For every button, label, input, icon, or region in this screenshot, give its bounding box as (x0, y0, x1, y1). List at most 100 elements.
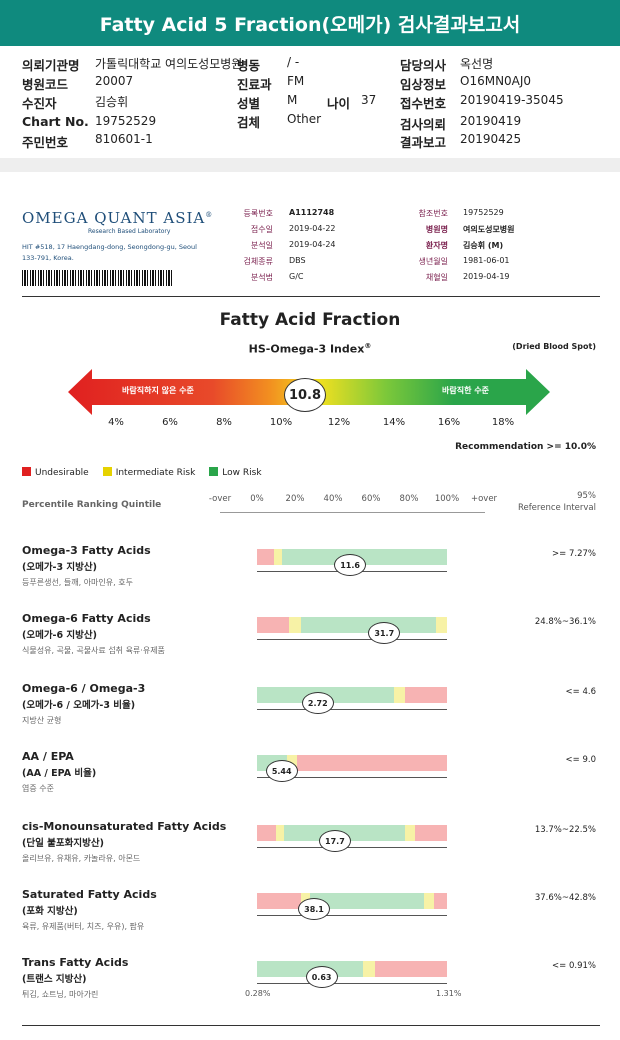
meta-label: 분석법 (250, 273, 273, 282)
legend-item: Low Risk (209, 467, 262, 478)
row-axis-line (257, 639, 447, 640)
row-axis-line (257, 983, 447, 984)
row-reference: <= 4.6 (565, 687, 596, 697)
info-value: FM (287, 74, 305, 88)
info-value: 810601-1 (95, 132, 153, 146)
header-divider (22, 296, 600, 297)
axis-line (220, 512, 485, 513)
range-segment-green (310, 893, 425, 909)
range-segment-red (414, 825, 447, 841)
axis-label: +over (470, 494, 498, 504)
meta-value: 2019-04-22 (289, 224, 336, 233)
info-label: 결과보고 (400, 135, 447, 150)
range-segment-red (257, 825, 276, 841)
row-subtitle: (트랜스 지방산) (22, 974, 87, 985)
meta-label: 참조번호 (418, 209, 448, 218)
legend-label: Undesirable (35, 468, 89, 478)
row-range-bar (257, 549, 447, 565)
range-segment-yellow (424, 893, 434, 909)
row-description: 올리브유, 유채유, 카놀라유, 아몬드 (22, 854, 141, 863)
row-axis-line (257, 847, 447, 848)
range-segment-red (257, 893, 301, 909)
row-name: AA / EPA (22, 750, 74, 763)
row-axis-line (257, 777, 447, 778)
info-value: 옥선명 (460, 57, 494, 71)
legend-swatch-red (22, 467, 31, 476)
lab-name: OMEGA QUANT ASIA (22, 209, 206, 227)
meta-label: 병원명 (425, 225, 448, 234)
axis-label: 20% (285, 494, 305, 504)
row-value-marker: 2.72 (301, 692, 334, 714)
row-subtitle: (포화 지방산) (22, 906, 78, 917)
scale-tick-label: 8% (216, 417, 232, 428)
lab-subtitle: Research Based Laboratory (88, 228, 171, 235)
info-value: O16MN0AJ0 (460, 74, 532, 88)
row-reference: 13.7%~22.5% (534, 825, 596, 835)
row-name: Omega-6 Fatty Acids (22, 612, 151, 625)
legend-swatch-green (209, 467, 219, 476)
row-value-marker: 0.63 (305, 966, 338, 988)
info-value: 20190419-35045 (460, 93, 564, 107)
info-label: 검체 (237, 115, 261, 130)
info-value: 김승휘 (95, 95, 129, 109)
row-range-bar (257, 825, 447, 841)
row-name: Omega-6 / Omega-3 (22, 682, 146, 695)
info-label: 담당의사 (400, 58, 447, 73)
lab-address: HIT #518, 17 Haengdang-dong, Seongdong-g… (22, 243, 197, 262)
meta-label: 환자명 (425, 241, 448, 250)
row-value-marker: 38.1 (298, 898, 330, 920)
index-registered-mark: ® (364, 342, 372, 350)
range-segment-red (405, 687, 447, 703)
meta-value: A1112748 (289, 208, 335, 217)
lab-logo: OMEGA QUANT ASIA® (22, 209, 213, 227)
row-name: cis-Monounsaturated Fatty Acids (22, 820, 227, 833)
meta-value: 2019-04-24 (289, 240, 336, 249)
reference-heading-line1: 95% (577, 491, 596, 501)
row-range-bar (257, 687, 447, 703)
row-value: 31.7 (374, 628, 395, 638)
report-banner: Fatty Acid 5 Fraction(오메가) 검사결과보고서 (0, 0, 620, 46)
row-value-marker: 17.7 (318, 830, 351, 852)
left-zone-label: 바람직하지 않은 수준 (122, 386, 194, 395)
reference-heading-line2: Reference Interval (517, 503, 596, 513)
row-description: 식물성유, 곡물, 곡물사료 섭취 육류·유제품 (22, 646, 165, 655)
info-value: / - (287, 55, 300, 69)
row-description: 염증 수준 (22, 784, 54, 793)
meta-value: 19752529 (463, 208, 504, 217)
row-reference: 24.8%~36.1% (534, 617, 596, 627)
meta-value: 1981-06-01 (463, 256, 510, 265)
recommendation: Recommendation >= 10.0% (455, 442, 596, 452)
row-subtitle: (오메가-3 지방산) (22, 562, 97, 573)
info-label: 성별 (237, 96, 261, 111)
axis-label: 0% (250, 494, 264, 504)
row-reference: 37.6%~42.8% (534, 893, 596, 903)
range-segment-red (257, 549, 275, 565)
lab-registered-mark: ® (205, 211, 214, 219)
scale-tick-label: 10% (269, 417, 293, 428)
range-segment-yellow (393, 687, 406, 703)
info-label: 진료과 (237, 77, 272, 92)
range-segment-yellow (289, 617, 301, 633)
report-title: Fatty Acid Fraction (219, 310, 401, 330)
age-value: 37 (361, 93, 377, 107)
trans-range-min: 0.28% (245, 989, 271, 998)
row-reference: <= 9.0 (565, 755, 596, 765)
info-value: 가톨릭대학교 여의도성모병원 (95, 57, 243, 71)
row-name: Omega-3 Fatty Acids (22, 544, 151, 557)
range-segment-green (300, 617, 436, 633)
row-subtitle: (단일 불포화지방산) (22, 838, 104, 849)
range-segment-yellow (405, 825, 415, 841)
lab-report-frame: OMEGA QUANT ASIA® Research Based Laborat… (0, 172, 620, 1040)
row-value-marker: 5.44 (265, 760, 298, 782)
range-segment-yellow (435, 617, 447, 633)
info-value: 20190419 (460, 114, 522, 128)
range-segment-yellow (276, 825, 284, 841)
row-value: 17.7 (325, 836, 345, 846)
row-description: 튀김, 쇼트닝, 마아가린 (22, 990, 99, 999)
legend-swatch-yellow (102, 467, 112, 476)
legend-item: Undesirable (22, 467, 89, 478)
row-range-bar (257, 617, 447, 633)
info-value: 20007 (95, 74, 134, 88)
legend-label: Low Risk (222, 468, 262, 478)
row-reference: >= 7.27% (552, 549, 596, 559)
